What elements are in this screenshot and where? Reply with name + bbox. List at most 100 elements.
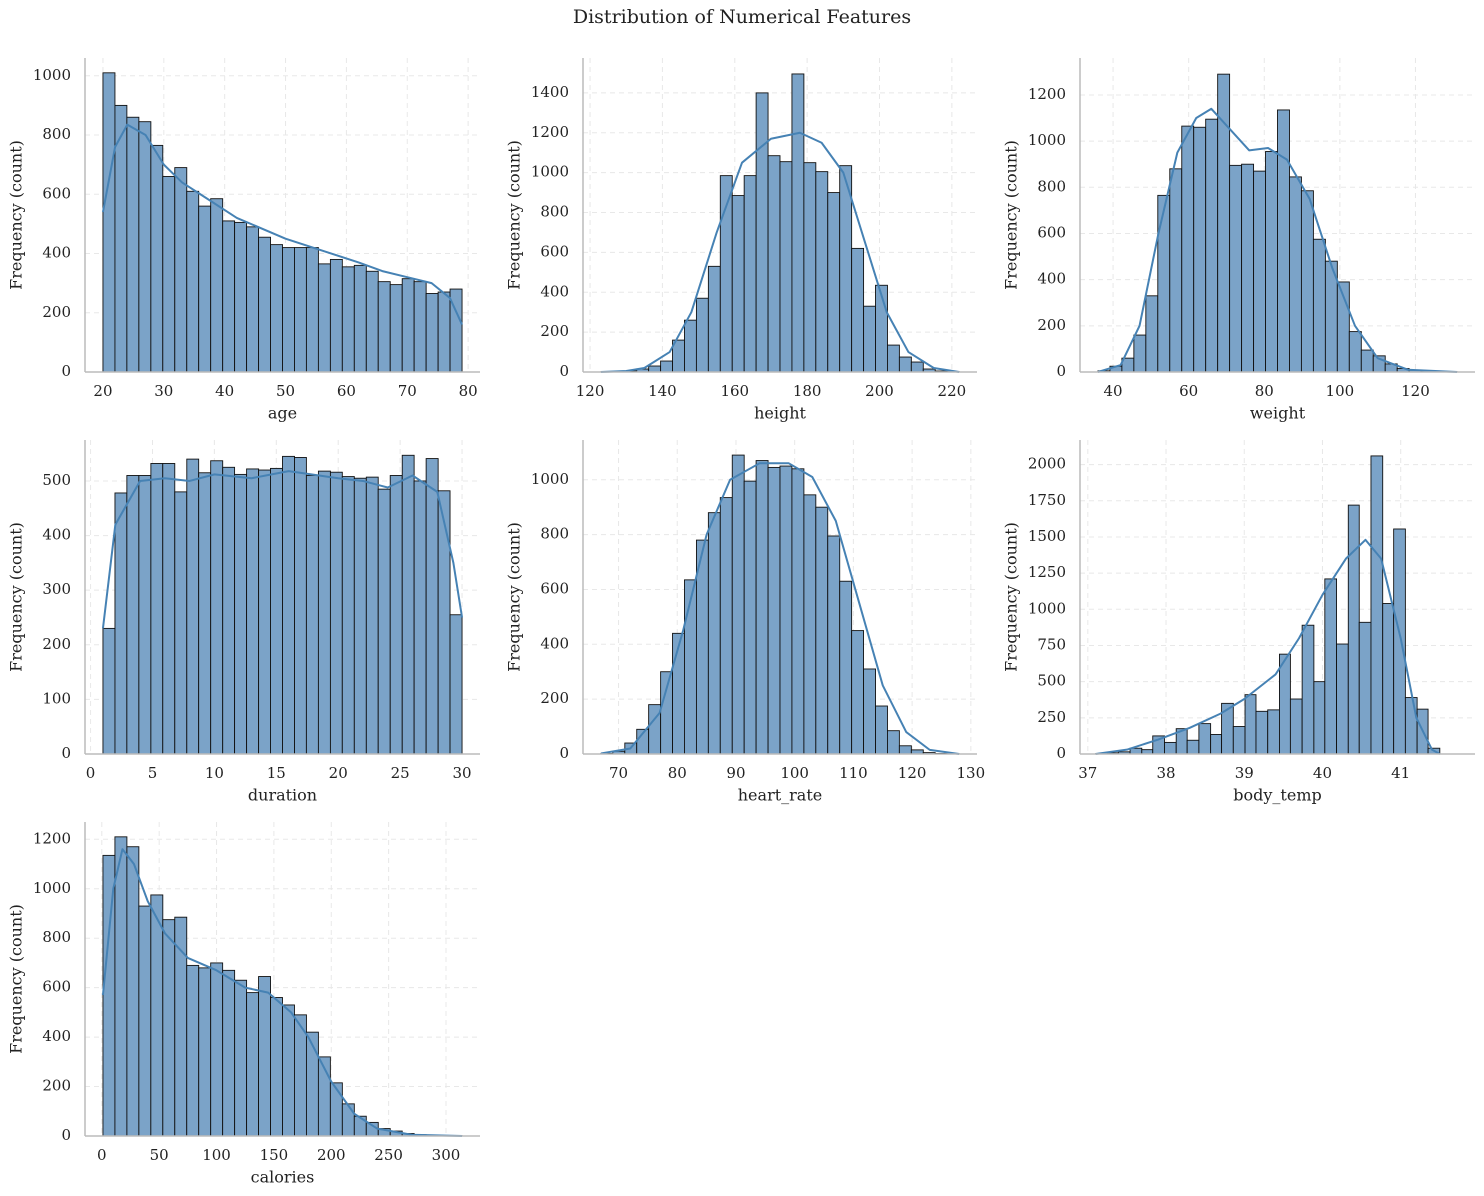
y-tick-label: 600 (42, 184, 71, 202)
bar (413, 480, 427, 755)
y-tick-label: 500 (42, 471, 71, 489)
bar (839, 580, 853, 755)
bar (767, 466, 781, 755)
x-tick-label: 25 (391, 764, 410, 782)
bar (150, 144, 164, 373)
x-tick-label: 41 (1391, 764, 1410, 782)
bar (365, 270, 379, 373)
bar (1133, 334, 1147, 373)
y-tick-label: 400 (42, 244, 71, 262)
bar (329, 1082, 343, 1137)
bar (887, 344, 900, 373)
bar (1255, 710, 1269, 755)
bar (1205, 118, 1219, 373)
kde-line (600, 462, 960, 755)
x-tick-label: 180 (793, 382, 822, 400)
bar (138, 905, 152, 1137)
bar (815, 171, 829, 373)
bar (258, 469, 271, 755)
bar (353, 264, 367, 373)
bar (851, 247, 865, 373)
y-tick-label: 400 (540, 282, 569, 300)
bar (174, 167, 188, 373)
bar (1312, 238, 1326, 373)
x-tick-label: 300 (432, 1146, 461, 1164)
bar (377, 488, 391, 755)
y-tick-label: 1400 (531, 83, 569, 101)
bar (198, 967, 212, 1137)
bar (731, 195, 745, 373)
bar (341, 1103, 355, 1137)
bar (389, 475, 403, 755)
x-tick-label: 80 (459, 382, 478, 400)
y-tick-label: 1200 (531, 123, 569, 141)
bar (413, 281, 427, 373)
x-tick-label: 160 (720, 382, 749, 400)
x-tick-label: 70 (398, 382, 417, 400)
bar (779, 161, 793, 373)
y-tick-label: 200 (540, 322, 569, 340)
bar (246, 992, 260, 1137)
y-tick-label: 0 (1056, 744, 1066, 762)
kde-line (1097, 107, 1458, 373)
x-tick-label: 20 (93, 382, 112, 400)
x-axis-label: calories (251, 1168, 315, 1187)
bar (1279, 653, 1291, 755)
y-tick-label: 1000 (531, 163, 569, 181)
bar (803, 162, 817, 373)
bar (672, 632, 685, 755)
bar (437, 291, 451, 373)
x-tick-label: 15 (267, 764, 286, 782)
bar (791, 468, 805, 755)
bar (660, 671, 673, 755)
x-tick-label: 0 (86, 764, 96, 782)
x-tick-label: 120 (576, 382, 605, 400)
bar (648, 365, 662, 373)
bar (198, 472, 212, 755)
x-tick-label: 30 (154, 382, 173, 400)
y-tick-label: 1750 (1028, 491, 1066, 509)
x-tick-label: 38 (1156, 764, 1175, 782)
y-tick-label: 800 (540, 203, 569, 221)
bar (186, 964, 200, 1137)
bar (1277, 109, 1290, 373)
bar (707, 265, 721, 373)
bar (126, 475, 140, 755)
x-tick-label: 5 (148, 764, 158, 782)
y-tick-label: 400 (1037, 270, 1066, 288)
y-tick-label: 500 (1037, 672, 1066, 690)
x-tick-label: 30 (452, 764, 471, 782)
y-tick-label: 400 (42, 1027, 71, 1045)
x-tick-label: 60 (1179, 382, 1198, 400)
y-tick-label: 1000 (1028, 599, 1066, 617)
x-tick-label: 20 (329, 764, 348, 782)
bar (222, 220, 236, 373)
bar (210, 962, 224, 1137)
x-axis-label: heart_rate (738, 786, 822, 805)
y-tick-label: 1500 (1028, 527, 1066, 545)
bar (329, 258, 343, 373)
y-tick-label: 200 (42, 303, 71, 321)
bar (234, 473, 248, 755)
bar (1193, 126, 1207, 373)
bar (258, 976, 271, 1137)
bar (186, 190, 200, 373)
bar (910, 361, 924, 373)
x-tick-label: 40 (215, 382, 234, 400)
bar (1229, 164, 1243, 373)
bar (898, 356, 912, 373)
x-tick-label: 40 (1104, 382, 1123, 400)
y-axis-label: Frequency (count) (505, 140, 524, 290)
y-tick-label: 600 (1037, 223, 1066, 241)
bar (114, 836, 128, 1137)
y-tick-label: 1000 (531, 470, 569, 488)
y-tick-label: 600 (540, 242, 569, 260)
bar (210, 198, 224, 373)
y-tick-label: 800 (1037, 177, 1066, 195)
x-tick-label: 100 (780, 764, 809, 782)
x-tick-label: 40 (1313, 764, 1332, 782)
bar (329, 471, 343, 755)
y-axis-label: Frequency (count) (1002, 140, 1021, 290)
bar (294, 457, 307, 755)
